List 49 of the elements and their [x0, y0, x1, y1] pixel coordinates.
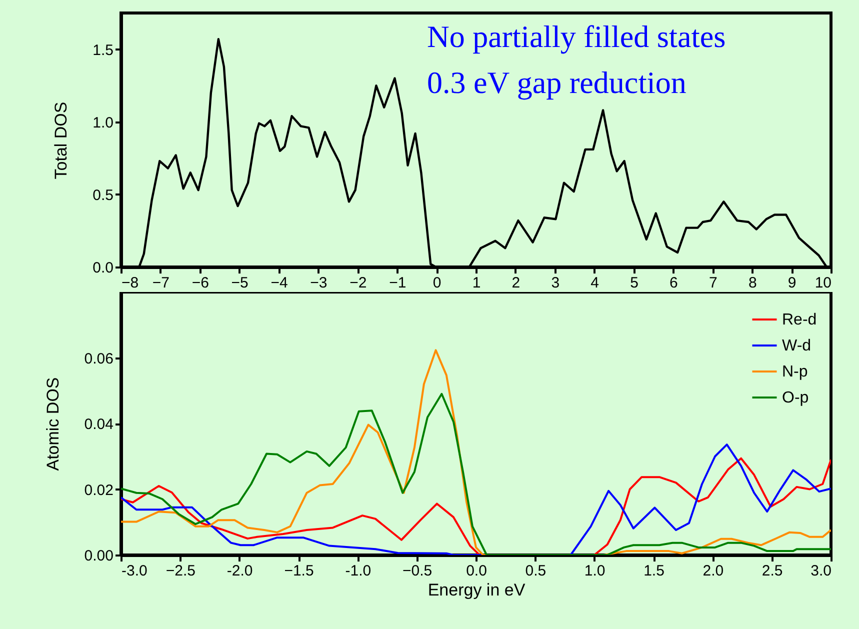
legend-label: O-p [782, 390, 809, 406]
x-tick-label: 3 [551, 274, 560, 292]
x-tick-label: −8 [122, 274, 139, 292]
x-tick-label: -3.0 [122, 562, 148, 580]
x-tick-label: 6 [670, 274, 678, 292]
annotation: No partially filled states [427, 19, 726, 54]
x-tick-label: 2.0 [702, 562, 724, 580]
legend-label: Re-d [782, 312, 817, 328]
y-axis-title: Atomic DOS [43, 377, 62, 471]
x-tick-label: 0.0 [466, 562, 487, 580]
x-tick-label: −5 [231, 274, 248, 292]
x-tick-label: −2.5 [166, 562, 196, 580]
x-tick-label: 7 [708, 274, 718, 292]
x-tick-label: −4 [270, 274, 288, 292]
x-tick-label: -1.0 [345, 562, 372, 580]
y-tick-label: 0.06 [84, 350, 114, 368]
annotation: 0.3 eV gap reduction [427, 65, 687, 100]
y-tick-label: 0.00 [84, 548, 114, 564]
x-tick-label: −7 [152, 274, 170, 292]
x-tick-label: −2 [350, 274, 367, 292]
x-tick-label: 8 [748, 274, 757, 292]
x-tick-label: 0 [432, 274, 442, 292]
x-tick-label: 1 [472, 274, 481, 292]
x-tick-label: 9 [788, 274, 796, 292]
x-tick-label: −6 [192, 274, 209, 292]
x-tick-label: −0.5 [402, 562, 432, 580]
x-tick-label: 5 [630, 274, 638, 292]
x-tick-label: 10 [814, 274, 832, 292]
x-tick-label: 4 [590, 274, 600, 292]
x-tick-label: 2.5 [762, 562, 783, 580]
x-tick-label: 0.5 [525, 562, 546, 580]
x-tick-label: −1 [389, 274, 406, 292]
y-tick-label: 0.02 [84, 482, 114, 499]
x-tick-label: -2.0 [226, 562, 253, 580]
y-axis-title: Total DOS [52, 102, 71, 180]
x-tick-label: −1.5 [284, 562, 314, 580]
y-tick-label: 1.5 [92, 42, 114, 59]
y-tick-label: 0.0 [92, 260, 114, 276]
x-tick-label: 1.5 [644, 562, 664, 580]
y-tick-label: 0.5 [92, 186, 114, 204]
legend-label: W-d [782, 338, 812, 354]
x-tick-label: 2 [512, 274, 520, 292]
x-tick-label: 3.0 [810, 562, 832, 580]
x-tick-label: −3 [310, 274, 328, 292]
legend-label: N-p [782, 364, 808, 380]
x-tick-label: 1.0 [584, 562, 606, 580]
y-tick-label: 0.04 [84, 416, 114, 433]
y-tick-label: 1.0 [92, 114, 114, 132]
x-axis-title: Energy in eV [428, 580, 526, 600]
